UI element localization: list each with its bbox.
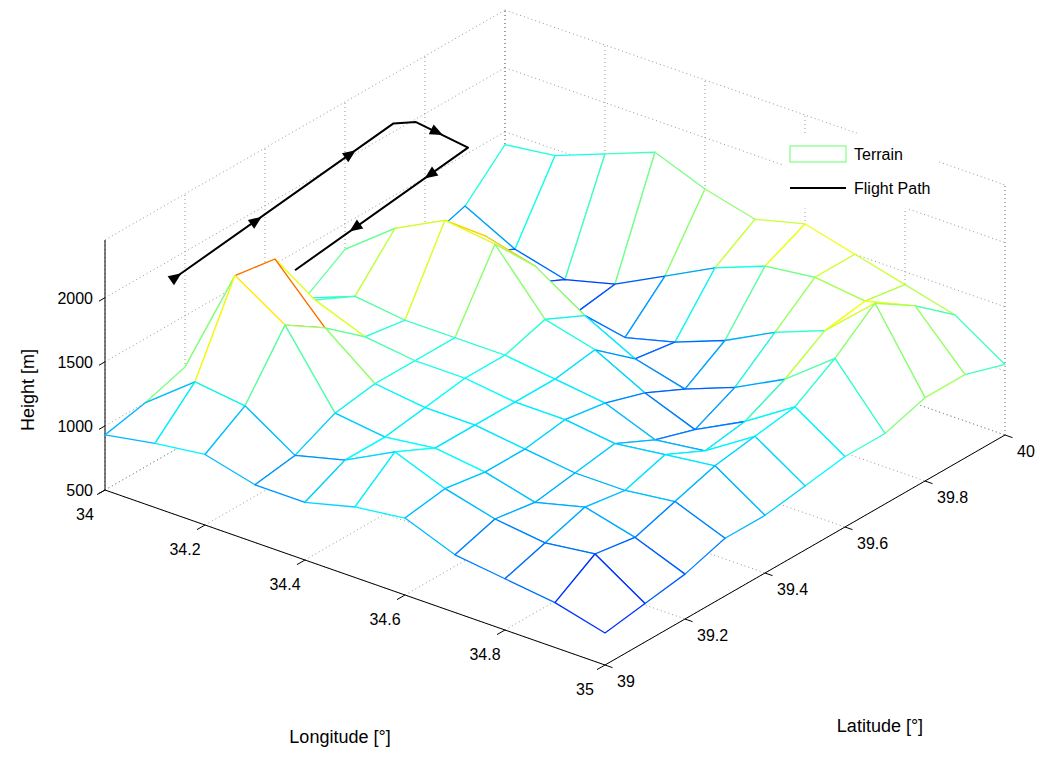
x-tick — [397, 595, 405, 600]
x-tick-label: 34 — [76, 506, 94, 523]
x-tick — [297, 560, 305, 565]
x-tick-label: 34.4 — [269, 576, 300, 593]
x-tick-label: 35 — [576, 681, 594, 698]
mesh-cell — [555, 554, 645, 633]
plot-area — [105, 122, 1005, 633]
x-tick-label: 34.8 — [469, 646, 500, 663]
frame-edge — [105, 10, 505, 240]
flight-arrow — [346, 219, 363, 235]
axes: 34 34.2 34.4 34.6 34.8 35 39 39.2 39.4 39.6 39.8 40… — [57, 240, 1034, 698]
grid-line-y — [105, 240, 106, 490]
grid-line-x — [1005, 185, 1006, 435]
flight-arrow — [248, 212, 265, 228]
z-tick — [99, 426, 105, 429]
grid-line-z — [505, 260, 1005, 435]
legend-symbol — [790, 146, 846, 162]
y-tick-label: 39 — [617, 673, 635, 690]
z-tick-label: 1000 — [57, 418, 93, 435]
y-axis-title: Latitude [°] — [837, 716, 923, 736]
z-tick — [99, 490, 105, 493]
z-axis-title: Height [m] — [18, 349, 38, 431]
legend-label: Terrain — [854, 146, 903, 163]
x-tick-label: 34.2 — [169, 541, 200, 558]
z-tick-label: 1500 — [57, 354, 93, 371]
legend: Terrain Flight Path — [784, 134, 938, 208]
legend-label: Flight Path — [854, 180, 930, 197]
grid-line-y — [105, 490, 605, 665]
y-tick — [845, 527, 853, 530]
grid — [105, 10, 1005, 665]
flight-arrow — [168, 269, 185, 285]
y-tick-label: 39.8 — [937, 489, 968, 506]
y-tick — [1005, 435, 1013, 438]
legend-background — [784, 134, 938, 208]
x-tick-label: 34.6 — [369, 611, 400, 628]
z-tick — [99, 362, 105, 365]
grid-line-y — [505, 260, 1005, 435]
flight-path — [175, 122, 468, 278]
y-tick-label: 39.2 — [697, 627, 728, 644]
flight-arrow — [429, 124, 446, 140]
terrain-mesh — [105, 145, 1005, 633]
y-tick-label: 40 — [1017, 443, 1035, 460]
z-tick — [99, 298, 105, 301]
x-tick — [97, 490, 105, 495]
chart-svg: 34 34.2 34.4 34.6 34.8 35 39 39.2 39.4 39.6 39.8 40… — [0, 0, 1058, 783]
y-tick-label: 39.4 — [777, 581, 808, 598]
y-tick — [765, 573, 773, 576]
legend-symbol — [790, 187, 846, 189]
z-tick-label: 2000 — [57, 290, 93, 307]
frame-edge — [1005, 185, 1006, 435]
y-tick — [925, 481, 933, 484]
z-tick-label: 500 — [66, 482, 93, 499]
x-tick — [597, 665, 605, 670]
y-tick — [605, 665, 613, 668]
flight-arrow — [342, 146, 359, 162]
y-tick — [685, 619, 693, 622]
y-tick-label: 39.6 — [857, 535, 888, 552]
flight-arrow — [421, 167, 438, 183]
x-tick — [497, 630, 505, 635]
x-axis-line — [105, 490, 605, 665]
x-tick — [197, 525, 205, 530]
z-axis-line — [105, 240, 106, 490]
x-axis-title: Longitude [°] — [289, 727, 390, 747]
